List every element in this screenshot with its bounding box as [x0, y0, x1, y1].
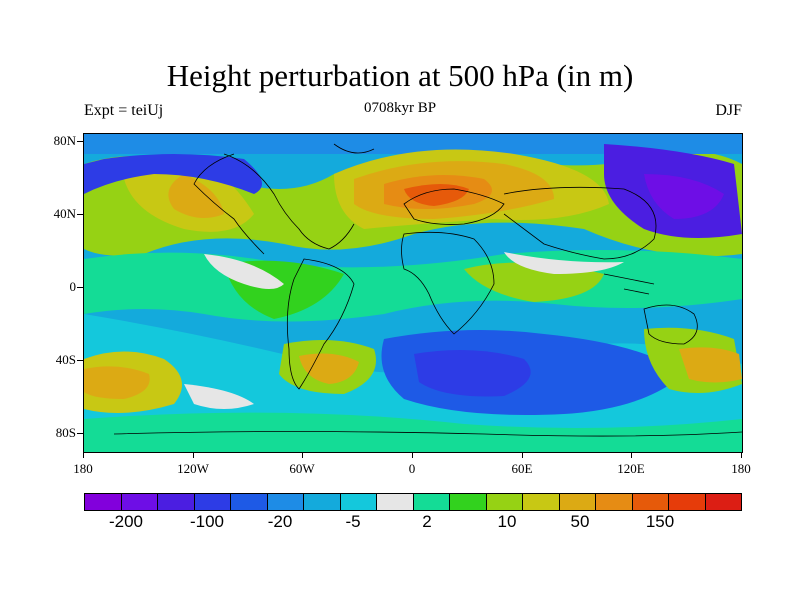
- colorbar-cell: [377, 494, 414, 510]
- x-tick-label: 120W: [177, 461, 209, 476]
- colorbar-label: 50: [570, 512, 590, 531]
- x-tick: [83, 452, 84, 458]
- asia-coast: [503, 186, 657, 260]
- antarctica-coast: [113, 431, 742, 437]
- colorbar-cell: [267, 494, 304, 510]
- colorbar-cell: [304, 494, 341, 510]
- africa-coast: [401, 231, 495, 335]
- pacific-orange: [168, 174, 224, 218]
- indonesia-coast: [603, 273, 655, 295]
- coastlines: [113, 143, 742, 437]
- greenland-coast: [333, 143, 375, 154]
- colorbar-cell: [559, 494, 596, 510]
- y-tick-label: 80S: [55, 425, 76, 440]
- colorbar-cell: [669, 494, 706, 510]
- y-tick: [77, 360, 83, 361]
- south-america-coast: [286, 258, 355, 390]
- colorbar-label: -200: [108, 512, 144, 531]
- north-america-low: [84, 154, 262, 194]
- colorbar-cell: [231, 494, 268, 510]
- x-tick-label: 180: [731, 461, 751, 476]
- x-tick-label: 0: [408, 461, 416, 476]
- y-tick-label: 40S: [55, 352, 76, 367]
- indian-grey: [504, 252, 624, 274]
- colorbar-cell: [194, 494, 231, 510]
- colorbar-cell: [705, 494, 741, 510]
- colorbar-cell: [632, 494, 669, 510]
- colorbar-cell: [450, 494, 487, 510]
- x-tick: [193, 452, 194, 458]
- y-tick: [77, 141, 83, 142]
- colorbar-label: -100: [189, 512, 225, 531]
- siberia-deep-low: [644, 174, 724, 219]
- colorbar-cell: [158, 494, 195, 510]
- colorbar-label: 10: [497, 512, 517, 531]
- x-tick: [741, 452, 742, 458]
- caribbean-grey: [204, 254, 284, 289]
- south-pacific-orange: [84, 366, 150, 399]
- x-tick-label: 60W: [289, 461, 315, 476]
- x-tick-label: 60E: [511, 461, 533, 476]
- colorbar-label: -5: [345, 512, 361, 531]
- x-tick: [412, 452, 413, 458]
- season-label: DJF: [715, 102, 742, 119]
- map-title: Height perturbation at 500 hPa (in m): [166, 58, 634, 93]
- map-panel: [83, 133, 743, 453]
- y-tick-label: 40N: [53, 206, 76, 221]
- southern-ocean-deep-low: [414, 350, 531, 397]
- europe-coast: [403, 188, 505, 225]
- colorbar-cell: [121, 494, 158, 510]
- colorbar-cell: [413, 494, 450, 510]
- y-tick-label: 80N: [53, 133, 76, 148]
- tasman-orange: [679, 347, 742, 383]
- north-america-coast: [223, 153, 355, 250]
- y-tick: [77, 214, 83, 215]
- sh-grey-patch: [184, 384, 254, 409]
- arctic-field: [84, 134, 742, 154]
- x-tick: [522, 452, 523, 458]
- y-tick: [77, 433, 83, 434]
- colorbar: [84, 493, 742, 511]
- y-tick: [77, 287, 83, 288]
- map-subtitle: 0708kyr BP: [363, 100, 437, 116]
- west-coast: [193, 153, 265, 255]
- x-tick-label: 180: [73, 461, 93, 476]
- height-perturbation-map: [84, 134, 742, 452]
- x-tick: [302, 452, 303, 458]
- x-tick-label: 120E: [617, 461, 645, 476]
- europe-red: [404, 184, 469, 206]
- south-atlantic-orange: [299, 353, 359, 384]
- experiment-label: Expt = teiUj: [84, 102, 164, 119]
- colorbar-label: -20: [267, 512, 293, 531]
- colorbar-cell: [523, 494, 560, 510]
- colorbar-cell: [340, 494, 377, 510]
- y-tick-label: 0: [69, 279, 77, 294]
- colorbar-cell: [486, 494, 523, 510]
- colorbar-label: 150: [645, 512, 675, 531]
- colorbar-label: 2: [422, 512, 432, 531]
- colorbar-cell: [85, 494, 122, 510]
- colorbar-cell: [596, 494, 633, 510]
- x-tick: [631, 452, 632, 458]
- australia-coast: [643, 304, 698, 345]
